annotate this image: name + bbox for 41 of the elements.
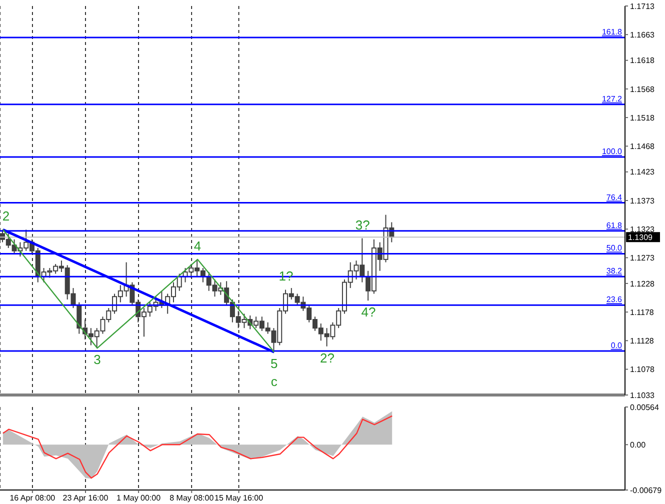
annotation: 3? — [355, 217, 370, 232]
annotation: 2 — [2, 208, 10, 224]
y-tick-label: 1.1618 — [630, 56, 656, 66]
y-tick-label: 1.1663 — [630, 30, 656, 40]
annotation: 2? — [320, 350, 334, 366]
annotation: 23.6 — [606, 295, 623, 304]
annotation: 50.0 — [606, 244, 623, 253]
y-tick-label: 1.1423 — [630, 168, 656, 177]
annotation: 76.4 — [606, 192, 623, 202]
annotation: 61.8 — [606, 220, 623, 230]
y-tick-label: 0.00 — [630, 440, 646, 450]
y-tick-label: 1.1273 — [630, 254, 656, 263]
x-tick-label: 15 May 16:00 — [214, 494, 264, 503]
y-tick-label: 1.1228 — [630, 279, 656, 288]
ref-line-label: 1.1309 — [628, 233, 654, 242]
y-tick-label: 1.1323 — [630, 224, 656, 234]
annotation: 161.8 — [602, 27, 623, 36]
y-tick-label: 1.1518 — [630, 113, 656, 122]
annotation: c — [270, 374, 278, 390]
y-tick-label: 1.1128 — [630, 336, 654, 346]
annotation: 5 — [270, 356, 278, 372]
y-tick-label: 1.1178 — [630, 308, 654, 317]
y-tick-label: 1.1468 — [630, 142, 656, 151]
annotation: 0.0 — [610, 340, 623, 350]
annotation: 4 — [194, 238, 202, 254]
annotation: 3 — [94, 352, 101, 368]
x-tick-label: 23 Apr 16:00 — [62, 494, 109, 503]
x-tick-label: 8 May 08:00 — [170, 494, 214, 503]
x-tick-label: 1 May 00:00 — [116, 494, 162, 503]
y-tick-label: -0.00679 — [630, 486, 662, 495]
y-tick-label: 1.1713 — [630, 2, 656, 11]
annotation: 38.2 — [606, 266, 623, 276]
y-tick-label: 1.1078 — [630, 365, 656, 374]
y-tick-label: 1.1373 — [630, 196, 656, 206]
x-tick-label: 16 Apr 08:00 — [10, 494, 56, 503]
annotation: 4? — [361, 304, 376, 320]
y-tick-label: 1.1568 — [630, 84, 656, 94]
y-tick-label: 1.1033 — [630, 390, 656, 400]
annotation: 100.0 — [602, 147, 623, 156]
annotation: 127.2 — [602, 94, 623, 104]
y-tick-label: 0.00564 — [630, 402, 660, 412]
